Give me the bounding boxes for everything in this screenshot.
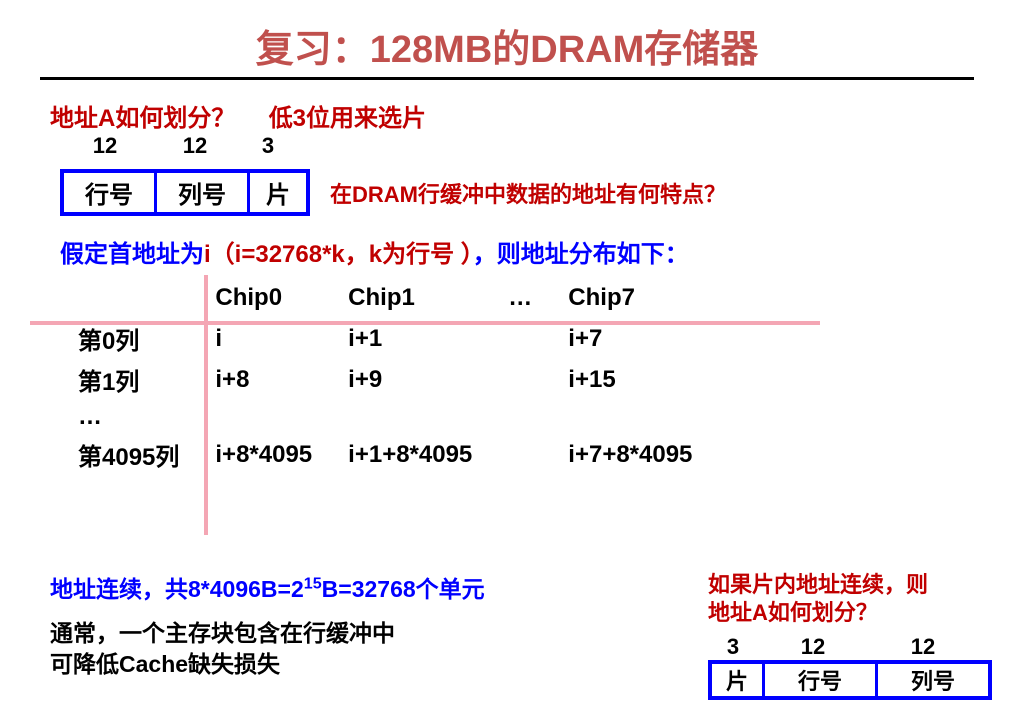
addr1-layout: 行号列号片 [60, 169, 310, 216]
addr2-field-1: 行号 [765, 664, 878, 696]
addr2-layout: 片行号列号 [708, 660, 992, 700]
title-underline [40, 77, 974, 80]
table-cell: i+15 [550, 359, 710, 400]
table-header-cell [60, 281, 197, 318]
bottom-left-notes: 地址连续，共8*4096B=215B=32768个单元 通常，一个主存块包含在行… [50, 570, 485, 680]
table-cell [330, 400, 490, 434]
addr2-bit-1: 12 [758, 634, 868, 660]
addr1-field-0: 行号 [64, 173, 157, 212]
slide-title: 复习：128MB的DRAM存储器 [30, 18, 984, 73]
addr1-field-2: 片 [250, 173, 306, 212]
addr1-bit-1: 12 [150, 133, 240, 159]
addr1-bitwidths: 12123 [60, 133, 984, 159]
assumption-line: 假定首地址为i（i=32768*k，k为行号 ），则地址分布如下： [60, 234, 984, 269]
table-cell: i+8*4095 [197, 434, 330, 475]
address-question: 地址A如何划分？ [50, 105, 235, 132]
contiguous-note: 地址连续，共8*4096B=215B=32768个单元 [50, 570, 485, 604]
addr2-field-0: 片 [712, 664, 765, 696]
addr2-bit-2: 12 [868, 634, 978, 660]
table-cell: 第4095列 [60, 434, 197, 475]
table-header-cell: Chip0 [197, 281, 330, 318]
assume-mid: i（i=32768*k，k为行号 ） [204, 241, 473, 268]
addr1-bit-0: 12 [60, 133, 150, 159]
address-answer: 低3位用来选片 [269, 105, 426, 132]
bottom-right-block: 如果片内地址连续，则 地址A如何划分？ 31212 片行号列号 [708, 571, 992, 700]
table-header-cell: Chip1 [330, 281, 490, 318]
table-cell: i+1+8*4095 [330, 434, 490, 475]
addr2-bit-0: 3 [708, 634, 758, 660]
table-cell: i+8 [197, 359, 330, 400]
cache-note: 通常，一个主存块包含在行缓冲中 可降低Cache缺失损失 [50, 618, 485, 680]
table-cell: i+7+8*4095 [550, 434, 710, 475]
question-line: 地址A如何划分？ 低3位用来选片 [50, 98, 984, 133]
addr2-field-2: 列号 [878, 664, 988, 696]
table-vertical-rule [204, 275, 208, 535]
address-distribution-table: Chip0Chip1…Chip7第0列ii+1i+7第1列i+8i+9i+15…… [60, 281, 710, 475]
table-cell: 第1列 [60, 359, 197, 400]
addr1-bit-2: 3 [240, 133, 296, 159]
assume-post: ，则地址分布如下： [473, 241, 689, 268]
table-header-cell: Chip7 [550, 281, 710, 318]
table-cell [490, 359, 550, 400]
table-horizontal-rule [30, 321, 820, 325]
alt-q-l2: 地址A如何划分？ [708, 600, 878, 625]
table-cell [550, 400, 710, 434]
cache-note-l1: 通常，一个主存块包含在行缓冲中 [50, 620, 395, 646]
table-cell [197, 400, 330, 434]
table-cell: i+9 [330, 359, 490, 400]
table-cell: … [60, 400, 197, 434]
table-cell [490, 434, 550, 475]
address-table-wrap: Chip0Chip1…Chip7第0列ii+1i+7第1列i+8i+9i+15…… [30, 281, 984, 475]
cache-note-l2: 可降低Cache缺失损失 [50, 651, 280, 677]
addr1-field-1: 列号 [157, 173, 250, 212]
addr2-bitwidths: 31212 [708, 634, 992, 660]
alt-q-l1: 如果片内地址连续，则 [708, 572, 928, 597]
dram-rowbuf-question: 在DRAM行缓冲中数据的地址有何特点？ [330, 177, 726, 209]
alt-layout-question: 如果片内地址连续，则 地址A如何划分？ [708, 571, 992, 628]
table-header-cell: … [490, 281, 550, 318]
assume-pre: 假定首地址为 [60, 241, 204, 268]
table-cell [490, 400, 550, 434]
